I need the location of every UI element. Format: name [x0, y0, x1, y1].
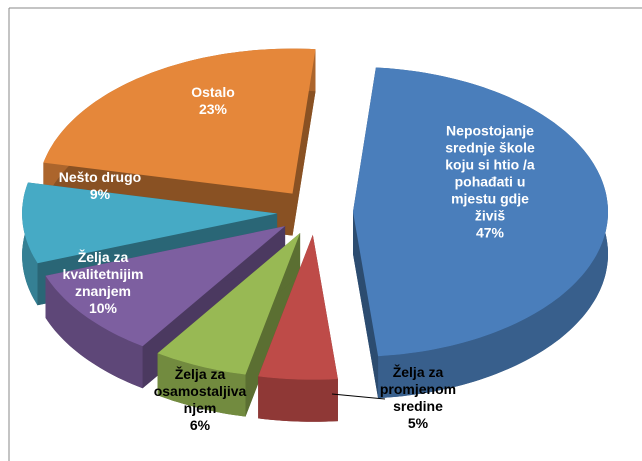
slice-label: Ostalo 23%: [191, 84, 235, 118]
value-label: 6%: [189, 417, 211, 433]
slice-top: [43, 48, 316, 194]
slice-side: [353, 211, 379, 399]
slice-label: Želja za kvalitetnijim znanjem 10%: [63, 249, 144, 317]
slice-top: [45, 226, 286, 347]
value-label: 47%: [475, 224, 505, 241]
slice-wall: [45, 275, 143, 389]
leader-line: [331, 393, 386, 400]
value-label: 10%: [88, 300, 118, 316]
slice-label: Nešto drugo 9%: [59, 169, 141, 203]
category-label: Želja za promjenom sredine: [379, 364, 457, 414]
slice-label: Nepostojanje srednje škole koju si htio …: [445, 123, 535, 242]
category-label: Nepostojanje srednje škole koju si htio …: [445, 122, 535, 224]
slice-side: [292, 49, 316, 236]
slice: [353, 67, 608, 399]
slice-top: [353, 67, 608, 357]
slice: [258, 234, 338, 422]
category-label: Ostalo: [191, 84, 235, 100]
slice-wall: [258, 376, 338, 422]
slice-wall: [157, 353, 246, 417]
category-label: Želja za osamostaljiva njem: [153, 366, 247, 416]
slice-label: Želja za promjenom sredine 5%: [380, 364, 456, 432]
category-label: Želja za kvalitetnijim znanjem: [62, 249, 144, 299]
value-label: 5%: [407, 415, 429, 431]
slice-label: Želja za osamostaljiva njem 6%: [154, 366, 247, 434]
slice: [157, 233, 301, 417]
slice: [45, 226, 286, 389]
category-label: Nešto drugo: [58, 169, 142, 185]
slice-top: [22, 182, 278, 264]
value-label: 9%: [89, 186, 111, 202]
slice-top: [157, 233, 301, 375]
slice-top: [258, 234, 338, 380]
value-label: 23%: [198, 101, 228, 117]
